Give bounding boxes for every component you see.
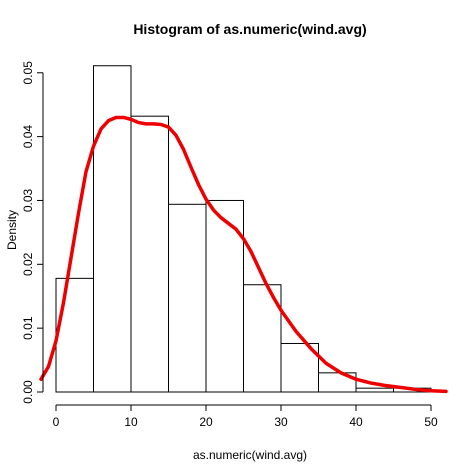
x-tick-label: 50	[424, 415, 438, 429]
chart-title: Histogram of as.numeric(wind.avg)	[133, 21, 366, 37]
x-tick-label: 10	[124, 415, 138, 429]
histogram-bar	[355, 387, 394, 393]
x-tick-label: 0	[53, 415, 60, 429]
histogram-bar	[318, 372, 357, 393]
y-axis: 0.00 0.01 0.02 0.03 0.04 0.05	[21, 61, 44, 404]
y-tick-label: 0.02	[21, 252, 35, 276]
density-curve-line	[39, 115, 448, 394]
y-tick-label: 0.00	[21, 380, 35, 404]
histogram-bar	[168, 203, 207, 393]
histogram-bar	[55, 277, 94, 393]
x-axis: 0 10 20 30 40 50	[53, 404, 438, 429]
y-tick-label: 0.03	[21, 188, 35, 212]
density-curve-layer	[39, 115, 448, 394]
histogram-bar	[130, 115, 169, 393]
histogram-bar	[93, 65, 132, 393]
y-tick-label: 0.05	[21, 61, 35, 85]
x-tick-label: 20	[199, 415, 213, 429]
y-tick-label: 0.04	[21, 125, 35, 149]
x-tick-label: 30	[274, 415, 288, 429]
x-axis-label: as.numeric(wind.avg)	[193, 448, 307, 462]
y-tick-label: 0.01	[21, 316, 35, 340]
histogram-bars	[55, 65, 432, 393]
y-axis-label: Density	[5, 210, 19, 250]
x-tick-label: 40	[349, 415, 363, 429]
